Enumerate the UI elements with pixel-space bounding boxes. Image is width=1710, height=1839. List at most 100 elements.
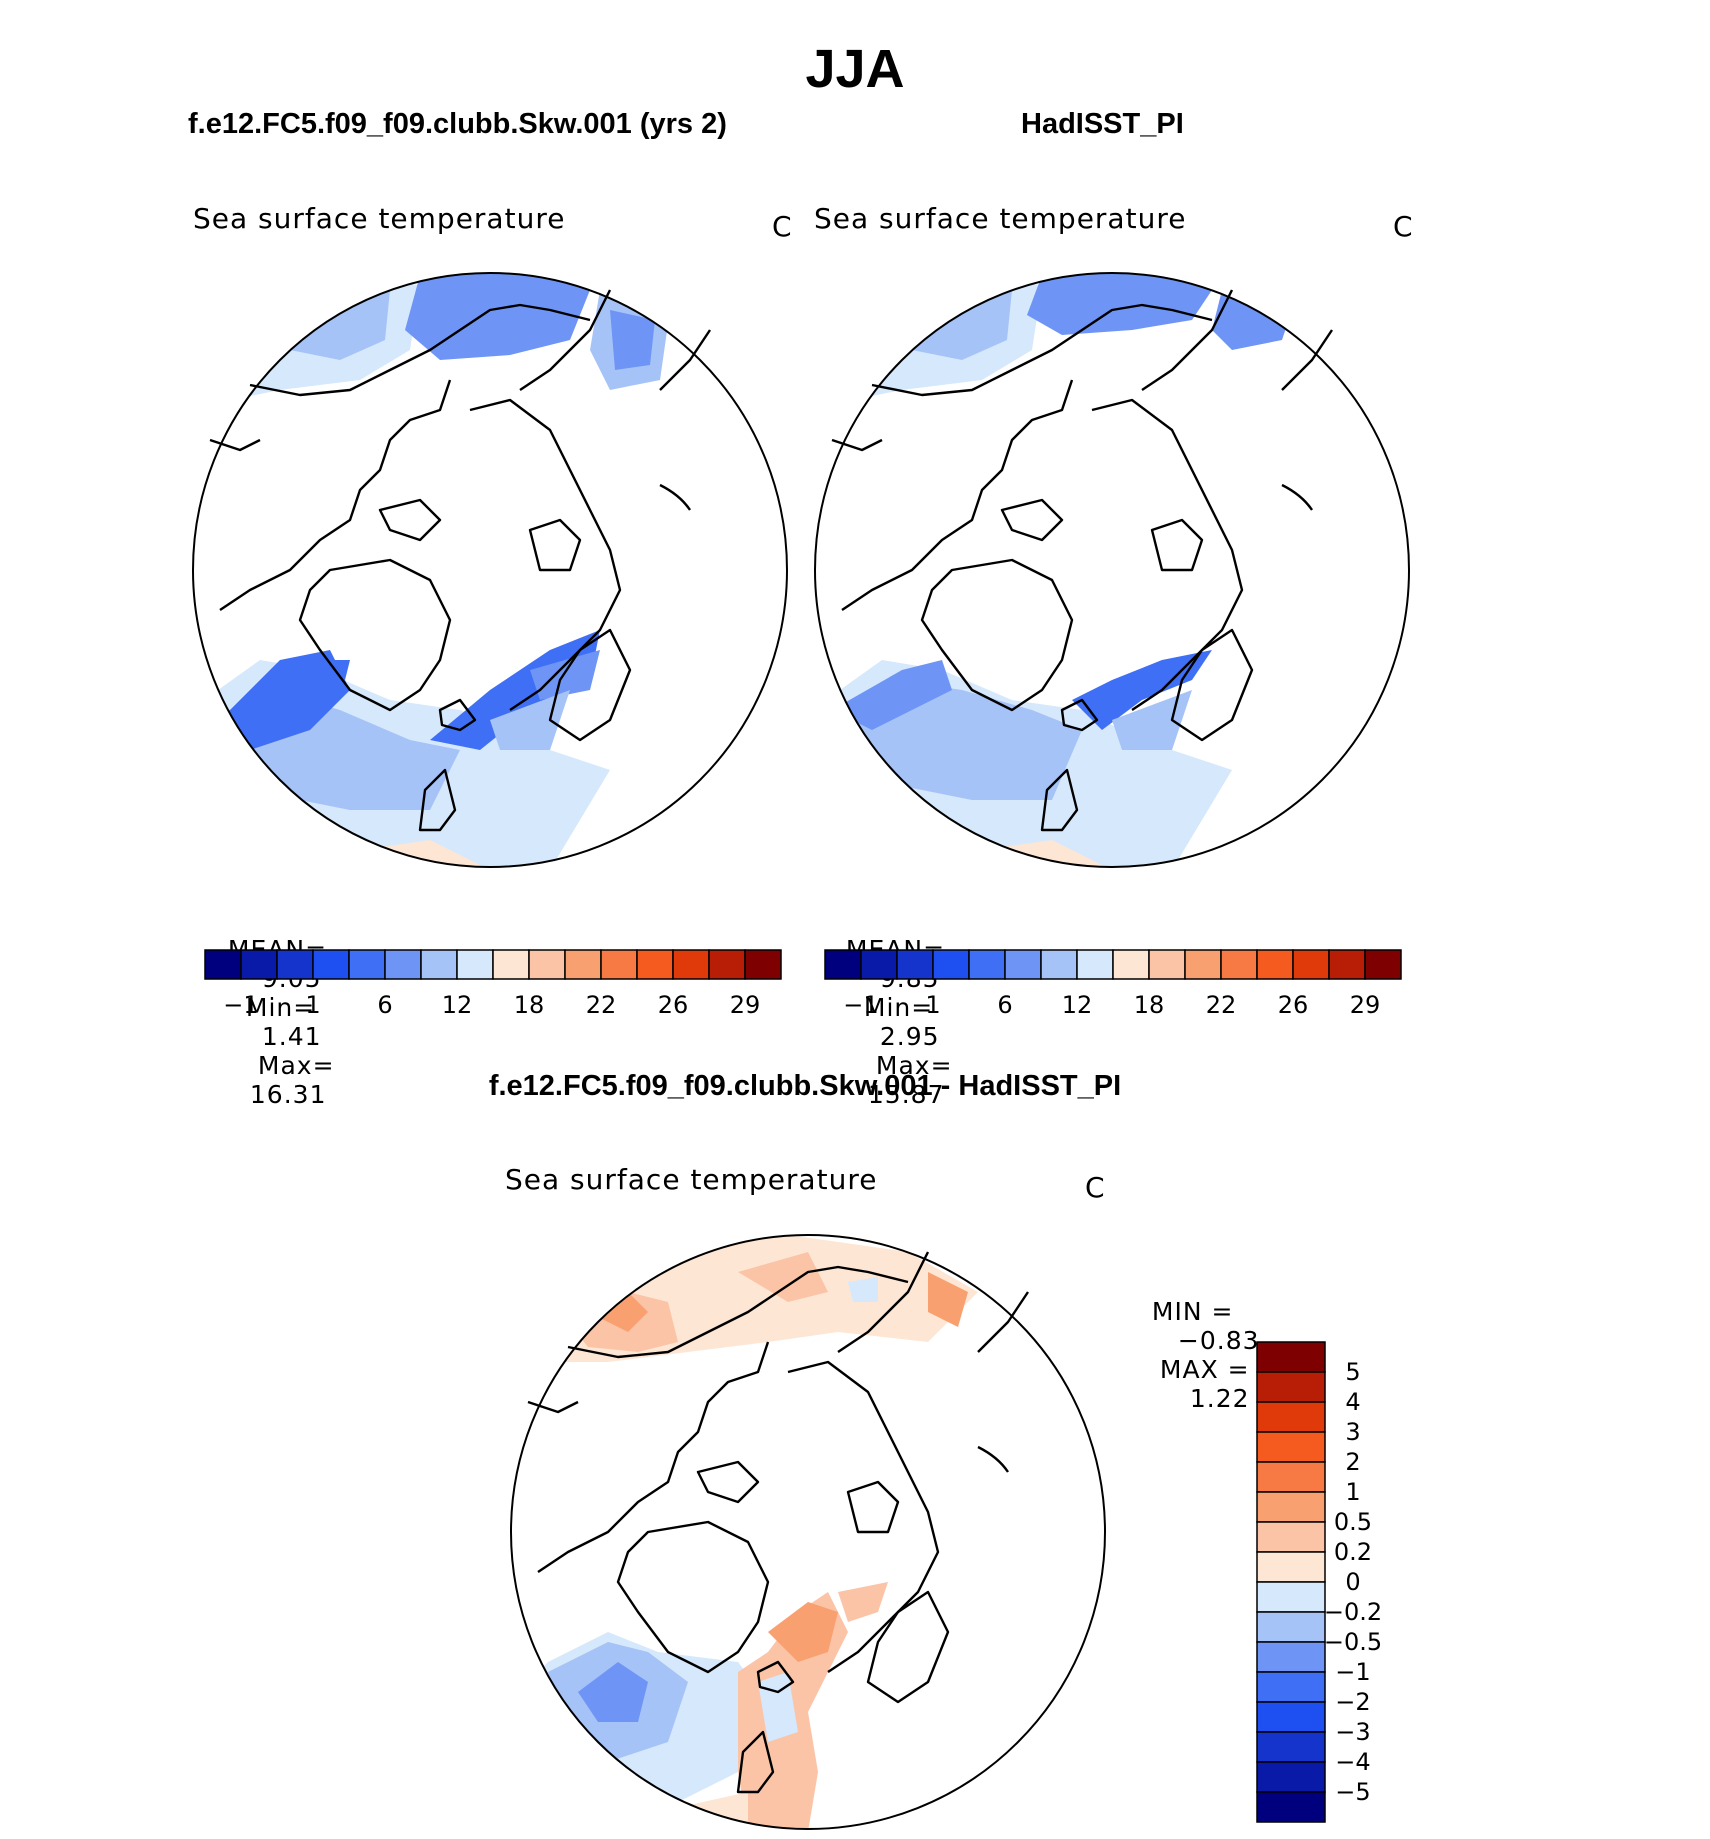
colorbar-swatch — [456, 949, 494, 980]
colorbar-tick-label: 18 — [1134, 991, 1165, 1018]
colorbar-tick-label: 6 — [377, 991, 392, 1018]
colorbar-swatch — [708, 949, 746, 980]
colorbar-tick-label: 26 — [1278, 991, 1309, 1018]
colorbar-tick-label: −0.5 — [1324, 1628, 1382, 1656]
colorbar-tick-label: 5 — [1345, 1358, 1360, 1386]
colorbar-tick-label: −4 — [1335, 1748, 1370, 1776]
colorbar-tick-label: 1 — [305, 991, 320, 1018]
colorbar-swatch — [1256, 1701, 1326, 1733]
colorbar-swatch — [1256, 1491, 1326, 1523]
stat-max-label: Max= — [257, 1051, 335, 1080]
colorbar-swatch — [384, 949, 422, 980]
colorbar-swatch — [672, 949, 710, 980]
colorbar-tick-label: 1 — [1345, 1478, 1360, 1506]
panel-left-units: C — [772, 210, 793, 243]
colorbar-swatch — [1256, 1791, 1326, 1823]
colorbar-swatch — [744, 949, 782, 980]
colorbar-tick-label: −1 — [843, 991, 878, 1018]
colorbar-tick-label: 3 — [1345, 1418, 1360, 1446]
diff-min-label: MIN = — [1151, 1297, 1234, 1326]
panel-right-header: HadISST_PI — [1021, 108, 1184, 140]
colorbar-swatch — [636, 949, 674, 980]
stat-min-label: Min= — [863, 993, 934, 1022]
colorbar-swatch — [1220, 949, 1258, 980]
colorbar-swatch — [1256, 1731, 1326, 1763]
colorbar-swatch — [528, 949, 566, 980]
colorbar-swatch — [1256, 1581, 1326, 1613]
colorbar-swatch — [348, 949, 386, 980]
colorbar-swatch — [1292, 949, 1330, 980]
colorbar-swatch — [276, 949, 314, 980]
colorbar-tick-label: 29 — [1350, 991, 1381, 1018]
colorbar-swatch — [932, 949, 970, 980]
colorbar-swatch — [1256, 1761, 1326, 1793]
panel-right-colorbar: −1 1 6 12 18 22 26 29 — [824, 949, 1402, 1018]
colorbar-swatch — [1328, 949, 1366, 980]
colorbar-tick-label: 26 — [658, 991, 689, 1018]
colorbar-swatch — [1148, 949, 1186, 980]
diff-map — [510, 1234, 1106, 1830]
colorbar-swatch — [1256, 1341, 1326, 1373]
colorbar-tick-label: 22 — [586, 991, 617, 1018]
colorbar-tick-label: 22 — [1206, 991, 1237, 1018]
colorbar-swatch — [1256, 949, 1294, 980]
colorbar-tick-label: 0 — [1345, 1568, 1360, 1596]
colorbar-swatch — [896, 949, 934, 980]
panel-left-map — [192, 272, 788, 868]
colorbar-swatch — [420, 949, 458, 980]
stat-max-value: 15.87 — [867, 1080, 945, 1109]
colorbar-tick-label: 29 — [730, 991, 761, 1018]
page-title: JJA — [805, 39, 905, 99]
stat-min-value: 2.95 — [879, 1022, 940, 1051]
colorbar-swatch — [600, 949, 638, 980]
colorbar-swatch — [860, 949, 898, 980]
colorbar-tick-label: −2 — [1335, 1688, 1370, 1716]
diff-minmax: MIN = −0.83 MAX = 1.22 — [1134, 1268, 1260, 1413]
panel-right-units: C — [1393, 210, 1414, 243]
colorbar-swatch — [1364, 949, 1402, 980]
colorbar-tick-label: 2 — [1345, 1448, 1360, 1476]
colorbar-swatch — [1256, 1521, 1326, 1553]
colorbar-swatch — [204, 949, 242, 980]
colorbar-swatch — [564, 949, 602, 980]
colorbar-tick-label: 1 — [925, 991, 940, 1018]
colorbar-swatch — [312, 949, 350, 980]
colorbar-tick-label: −1 — [1335, 1658, 1370, 1686]
panel-left-header: f.e12.FC5.f09_f09.clubb.Skw.001 (yrs 2) — [188, 108, 727, 140]
colorbar-tick-label: −3 — [1335, 1718, 1370, 1746]
colorbar-swatch — [1004, 949, 1042, 980]
panel-right-map — [814, 272, 1410, 868]
colorbar-tick-label: −0.2 — [1324, 1598, 1382, 1626]
stat-max-label: Max= — [875, 1051, 953, 1080]
panel-right-variable: Sea surface temperature — [814, 202, 1187, 235]
colorbar-swatch — [1256, 1371, 1326, 1403]
colorbar-swatch — [1256, 1461, 1326, 1493]
colorbar-swatch — [1076, 949, 1114, 980]
colorbar-tick-label: 18 — [514, 991, 545, 1018]
colorbar-swatch — [1256, 1671, 1326, 1703]
colorbar-swatch — [1256, 1551, 1326, 1583]
colorbar-swatch — [240, 949, 278, 980]
colorbar-swatch — [1256, 1401, 1326, 1433]
colorbar-tick-label: 0.5 — [1334, 1508, 1372, 1536]
diff-min-value: −0.83 — [1177, 1326, 1260, 1355]
diff-max-value: 1.22 — [1189, 1384, 1250, 1413]
colorbar-tick-label: −1 — [223, 991, 258, 1018]
diff-title: f.e12.FC5.f09_f09.clubb.Skw.001 - HadISS… — [488, 1070, 1122, 1102]
colorbar-tick-label: 4 — [1345, 1388, 1360, 1416]
colorbar-tick-label: 0.2 — [1334, 1538, 1372, 1566]
colorbar-swatch — [1112, 949, 1150, 980]
diff-units: C — [1085, 1171, 1106, 1204]
diff-max-label: MAX = — [1159, 1355, 1250, 1384]
colorbar-tick-label: 12 — [1062, 991, 1093, 1018]
stat-max-value: 16.31 — [249, 1080, 327, 1109]
colorbar-swatch — [1040, 949, 1078, 980]
colorbar-swatch — [492, 949, 530, 980]
colorbar-swatch — [824, 949, 862, 980]
colorbar-tick-label: −5 — [1335, 1778, 1370, 1806]
stat-min-label: Min= — [245, 993, 316, 1022]
colorbar-swatch — [968, 949, 1006, 980]
panel-left-variable: Sea surface temperature — [193, 202, 566, 235]
diff-variable: Sea surface temperature — [505, 1163, 878, 1196]
